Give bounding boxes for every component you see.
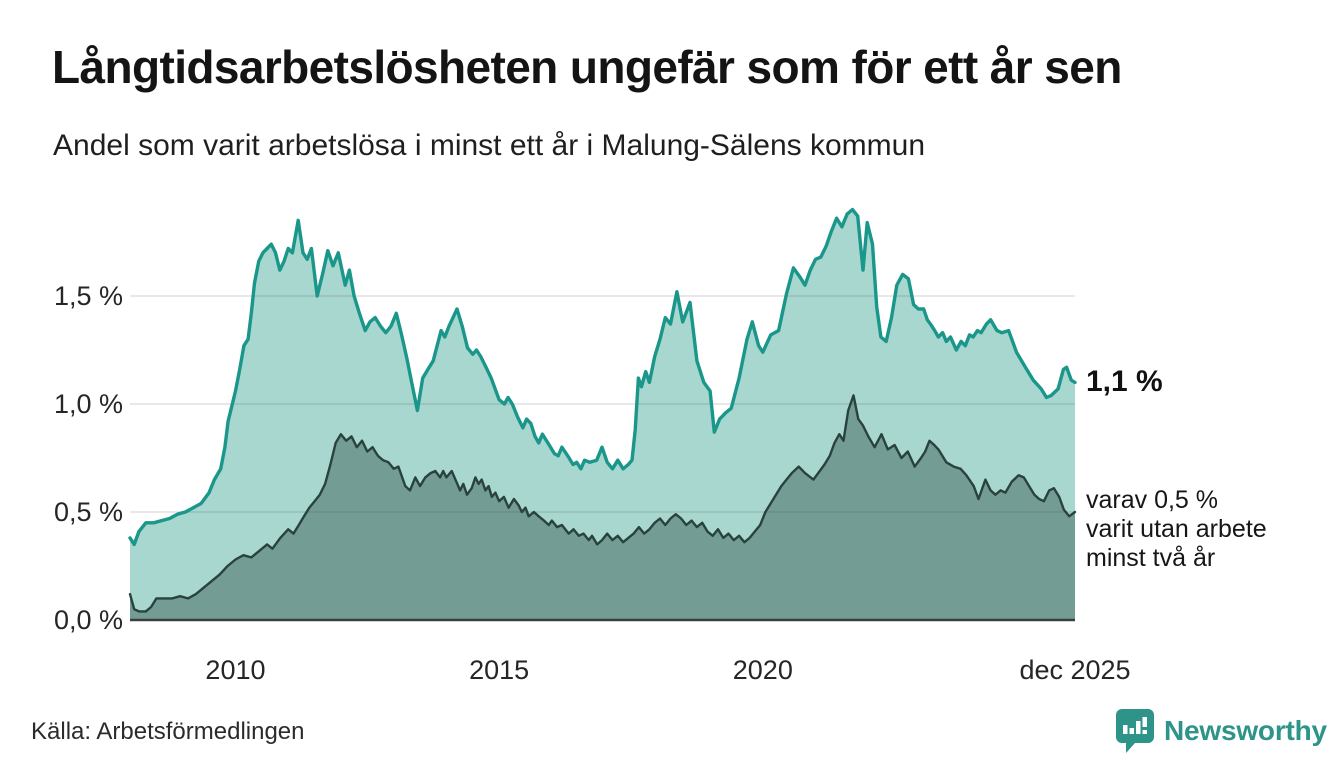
- y-tick-label: 1,5 %: [53, 281, 123, 311]
- x-tick-label: 2015: [469, 655, 530, 685]
- y-tick-label: 0,5 %: [53, 497, 123, 527]
- x-tick-label: dec 2025: [1019, 655, 1131, 685]
- end-label-line-2: varit utan arbete: [1086, 515, 1267, 543]
- end-label-minst-tva-ar: varav 0,5 % varit utan arbete minst två …: [1086, 486, 1267, 573]
- end-label-line-1: varav 0,5 %: [1086, 486, 1219, 514]
- y-tick-label: 0,0 %: [53, 605, 123, 635]
- page-title: Långtidsarbetslösheten ungefär som för e…: [52, 41, 1122, 93]
- x-tick-label: 2020: [732, 655, 793, 685]
- end-label-line-3: minst två år: [1086, 544, 1216, 572]
- series-area-1: [130, 209, 1075, 620]
- x-tick-label: 2010: [205, 655, 266, 685]
- series-line-2: [128, 394, 1077, 613]
- end-label-minst-ett-ar: 1,1 %: [1086, 365, 1163, 398]
- series-line-1: [128, 207, 1077, 547]
- brand-name: Newsworthy: [1164, 715, 1327, 746]
- y-tick-label: 1,0 %: [53, 389, 123, 419]
- newsworthy-bubble-chart-icon: [1116, 709, 1154, 753]
- newsworthy-logo: Newsworthy: [1115, 708, 1327, 754]
- chart-subtitle: Andel som varit arbetslösa i minst ett å…: [53, 129, 926, 162]
- source-note: Källa: Arbetsförmedlingen: [31, 718, 305, 745]
